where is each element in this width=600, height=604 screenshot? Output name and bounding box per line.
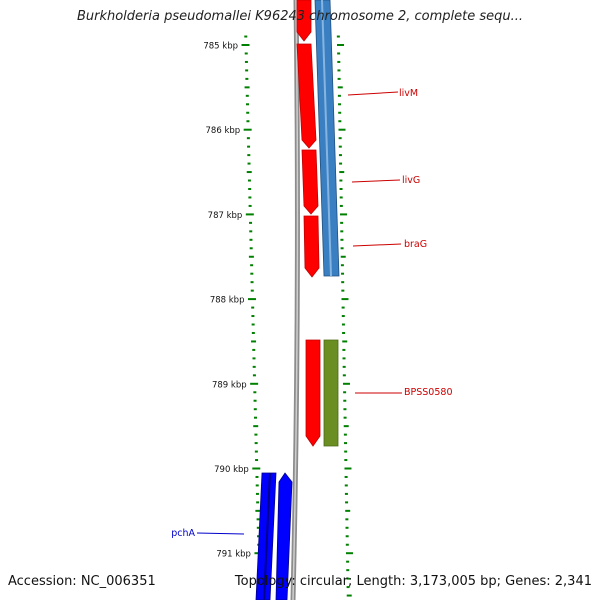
gene-label-braG: braG (404, 239, 427, 250)
gene-label-pchA: pchA (171, 528, 195, 539)
accession-label: Accession: NC_006351 (8, 574, 156, 589)
blue-cds-shade (263, 472, 271, 601)
gene-label-leader (351, 179, 401, 183)
forward-cds-BPSS0580 (305, 339, 321, 447)
backbone-highlight (292, 0, 299, 601)
features (255, 0, 340, 601)
ruler-ticks-left (241, 35, 263, 597)
ruler-label: 789 kbp (212, 380, 247, 390)
olive-cds-BPSS0580 (323, 339, 339, 447)
gene-label-leader (347, 91, 399, 96)
ruler-ticks-right (336, 35, 353, 597)
reverse-cds-highlight (321, 0, 332, 277)
forward-cds-1 (296, 0, 312, 42)
ruler-label: 788 kbp (210, 296, 245, 306)
ruler-label: 791 kbp (216, 550, 251, 560)
gene-label-BPSS0580: BPSS0580 (404, 387, 452, 398)
ruler-label: 787 kbp (208, 211, 243, 221)
ruler-labels: 785 kbp 786 kbp 787 kbp 788 kbp 789 kbp 790 k… (203, 42, 251, 560)
forward-cds-livG (301, 149, 319, 215)
ruler-label: 785 kbp (203, 42, 238, 52)
gene-label-livG: livG (402, 175, 420, 186)
blue-cds-2 (275, 472, 293, 601)
ruler-label: 790 kbp (214, 465, 249, 475)
gene-label-leader (352, 243, 402, 247)
gene-label-livM: livM (399, 88, 418, 99)
ruler-label: 786 kbp (206, 126, 241, 136)
topology-label: Topology: circular; Length: 3,173,005 bp… (234, 574, 592, 589)
gene-labels: livM livG braG BPSS0580 pchA (171, 88, 452, 539)
forward-cds-braG (303, 215, 320, 278)
sequence-title: Burkholderia pseudomallei K96243 chromos… (76, 9, 524, 24)
gene-label-leader (196, 532, 245, 535)
forward-cds-livM (296, 43, 317, 149)
